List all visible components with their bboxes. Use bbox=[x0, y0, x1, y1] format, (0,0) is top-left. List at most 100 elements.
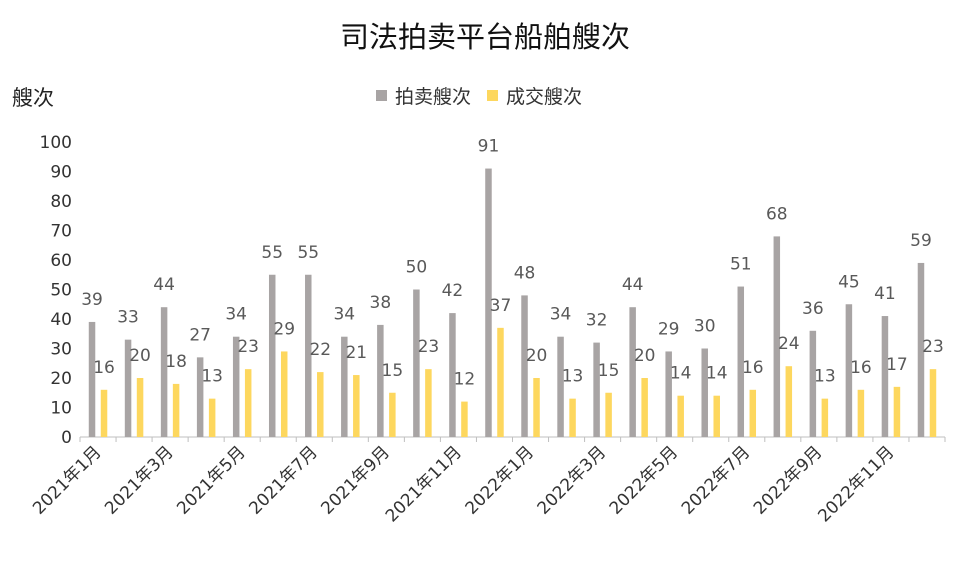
y-tick-label: 90 bbox=[50, 163, 72, 183]
data-label-deal: 21 bbox=[345, 343, 367, 363]
data-label-deal: 15 bbox=[598, 361, 620, 381]
data-label-deal: 13 bbox=[201, 367, 223, 387]
data-label-deal: 15 bbox=[382, 361, 404, 381]
bar-deal bbox=[497, 327, 504, 437]
data-label-deal: 16 bbox=[93, 358, 115, 378]
bar-deal bbox=[136, 378, 144, 437]
bar-deal bbox=[893, 386, 901, 437]
bar-deal bbox=[641, 378, 648, 437]
bar-auction bbox=[701, 348, 708, 437]
data-label-auction: 33 bbox=[117, 308, 139, 328]
y-tick-label: 80 bbox=[50, 192, 72, 212]
y-tick-label: 70 bbox=[50, 222, 72, 242]
data-label-deal: 13 bbox=[562, 367, 584, 387]
data-label-deal: 18 bbox=[165, 352, 187, 372]
x-tick-label: 2022年3月 bbox=[534, 442, 610, 518]
bar-auction bbox=[737, 286, 745, 437]
bar-auction bbox=[341, 336, 348, 437]
legend-swatch-deal bbox=[487, 90, 499, 101]
data-label-auction: 55 bbox=[261, 243, 283, 263]
bar-deal bbox=[208, 398, 216, 437]
bar-auction bbox=[845, 304, 853, 437]
bar-deal bbox=[172, 383, 180, 437]
data-label-deal: 20 bbox=[129, 346, 151, 366]
bar-deal bbox=[857, 389, 865, 437]
data-label-auction: 30 bbox=[694, 317, 716, 337]
x-tick-label: 2021年1月 bbox=[29, 442, 105, 518]
y-tick-label: 40 bbox=[50, 310, 72, 330]
y-tick-label: 10 bbox=[50, 399, 72, 419]
bar-deal bbox=[100, 389, 108, 437]
bar-auction bbox=[196, 357, 204, 437]
data-label-auction: 50 bbox=[406, 258, 428, 278]
x-tick-label: 2021年5月 bbox=[173, 442, 249, 518]
bar-auction bbox=[881, 316, 889, 437]
bar-deal bbox=[353, 375, 360, 437]
data-label-deal: 16 bbox=[850, 358, 872, 378]
data-label-auction: 34 bbox=[333, 305, 355, 325]
x-tick-label: 2021年11月 bbox=[382, 442, 466, 526]
bar-deal bbox=[749, 389, 757, 437]
data-label-auction: 41 bbox=[874, 284, 896, 304]
data-label-auction: 36 bbox=[802, 299, 824, 319]
data-label-auction: 51 bbox=[730, 255, 752, 275]
bar-auction bbox=[485, 168, 492, 438]
bar-auction bbox=[665, 351, 672, 437]
y-tick-label: 50 bbox=[50, 281, 72, 301]
bar-auction bbox=[521, 295, 528, 437]
bar-auction bbox=[124, 339, 132, 437]
bar-auction bbox=[449, 313, 456, 437]
data-label-auction: 44 bbox=[153, 275, 175, 295]
bar-auction bbox=[629, 307, 636, 437]
bar-auction bbox=[232, 336, 240, 437]
bar-auction bbox=[305, 274, 312, 437]
data-label-auction: 45 bbox=[838, 272, 860, 292]
bar-auction bbox=[413, 289, 420, 437]
data-label-deal: 14 bbox=[706, 364, 728, 384]
data-label-deal: 17 bbox=[886, 355, 908, 375]
bar-deal bbox=[677, 395, 684, 437]
data-label-auction: 91 bbox=[478, 137, 500, 157]
data-label-auction: 32 bbox=[586, 311, 608, 331]
bar-auction bbox=[557, 336, 564, 437]
bar-deal bbox=[244, 369, 252, 437]
data-label-auction: 48 bbox=[514, 263, 536, 283]
bar-deal bbox=[569, 398, 576, 437]
bar-deal bbox=[425, 369, 432, 437]
y-tick-label: 30 bbox=[50, 340, 72, 360]
y-tick-label: 20 bbox=[50, 369, 72, 389]
bar-deal bbox=[389, 392, 396, 437]
bar-auction bbox=[377, 324, 384, 437]
data-label-auction: 38 bbox=[370, 293, 392, 313]
bar-auction bbox=[88, 321, 96, 437]
data-label-deal: 23 bbox=[922, 337, 944, 357]
legend-label-deal: 成交艘次 bbox=[506, 86, 583, 108]
y-tick-label: 0 bbox=[61, 428, 72, 448]
bar-deal bbox=[713, 395, 720, 437]
data-label-auction: 68 bbox=[766, 204, 788, 224]
data-label-auction: 42 bbox=[442, 281, 464, 301]
x-tick-label: 2022年1月 bbox=[462, 442, 538, 518]
y-tick-label: 100 bbox=[40, 133, 72, 153]
data-label-deal: 23 bbox=[237, 337, 259, 357]
bar-auction bbox=[593, 342, 600, 437]
data-label-deal: 13 bbox=[814, 367, 836, 387]
bar-auction bbox=[773, 236, 781, 437]
data-label-auction: 59 bbox=[910, 231, 932, 251]
data-label-auction: 34 bbox=[225, 305, 247, 325]
x-tick-label: 2021年7月 bbox=[245, 442, 321, 518]
x-tick-label: 2022年11月 bbox=[814, 442, 898, 526]
data-label-deal: 16 bbox=[742, 358, 764, 378]
x-tick-label: 2022年9月 bbox=[750, 442, 826, 518]
bar-auction bbox=[917, 262, 925, 437]
bar-deal bbox=[533, 378, 540, 437]
data-label-deal: 22 bbox=[309, 340, 331, 360]
chart-title: 司法拍卖平台船舶艘次 bbox=[339, 20, 630, 54]
bar-auction bbox=[809, 330, 817, 437]
x-tick-label: 2021年3月 bbox=[101, 442, 177, 518]
data-label-deal: 23 bbox=[418, 337, 440, 357]
x-tick-label: 2021年9月 bbox=[317, 442, 393, 518]
bar-deal bbox=[929, 369, 937, 437]
x-tick-label: 2022年5月 bbox=[606, 442, 682, 518]
